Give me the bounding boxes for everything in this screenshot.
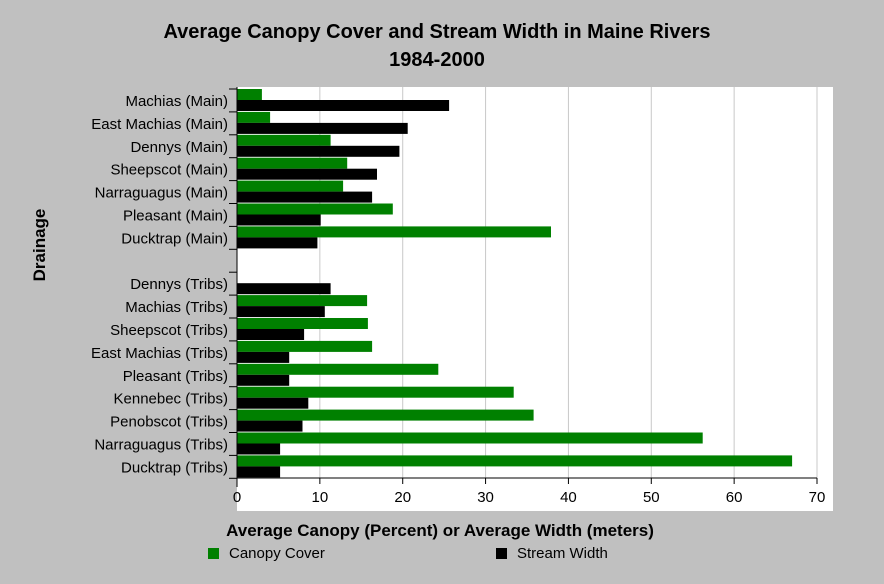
- y-tick-label: Pleasant (Tribs): [123, 368, 228, 385]
- legend-swatch-width: [496, 547, 507, 559]
- bar-stream-width: [237, 100, 450, 111]
- bar-canopy-cover: [237, 180, 344, 192]
- bar-canopy-cover: [237, 226, 551, 238]
- bar-canopy-cover: [237, 409, 534, 421]
- bar-canopy-cover: [237, 386, 514, 398]
- legend-label-width: Stream Width: [517, 544, 608, 562]
- bar-stream-width: [237, 191, 373, 203]
- bar-stream-width: [237, 351, 290, 363]
- bar-canopy-cover: [237, 363, 439, 375]
- y-tick-label: Sheepscot (Main): [110, 162, 228, 179]
- bar-stream-width: [237, 420, 303, 432]
- bar-stream-width: [237, 306, 325, 318]
- bar-stream-width: [237, 122, 408, 134]
- y-tick-label: East Machias (Main): [91, 116, 228, 133]
- bar-canopy-cover: [237, 89, 262, 100]
- bar-stream-width: [237, 237, 318, 249]
- x-tick-label: 60: [726, 489, 743, 506]
- y-tick-label: Dennys (Main): [130, 139, 228, 156]
- bar-stream-width: [237, 466, 281, 478]
- x-tick-label: 20: [394, 489, 411, 506]
- legend-item-stream-width: Stream Width: [496, 544, 608, 562]
- x-tick-label: 30: [477, 489, 494, 506]
- y-tick-label: Machias (Tribs): [125, 299, 228, 316]
- legend-item-canopy-cover: Canopy Cover: [208, 544, 325, 562]
- bar-stream-width: [237, 283, 331, 295]
- legend-label-canopy: Canopy Cover: [229, 544, 325, 562]
- bar-canopy-cover: [237, 318, 368, 329]
- bar-canopy-cover: [237, 111, 271, 123]
- bar-canopy-cover: [237, 295, 368, 307]
- x-tick-label: 50: [643, 489, 660, 506]
- bar-canopy-cover: [237, 340, 373, 352]
- bar-stream-width: [237, 397, 309, 409]
- bar-canopy-cover: [237, 134, 331, 146]
- bar-stream-width: [237, 145, 400, 157]
- y-tick-label: Ducktrap (Tribs): [121, 459, 228, 476]
- y-tick-label: Narraguagus (Main): [95, 185, 228, 202]
- x-tick-label: 10: [312, 489, 329, 506]
- bar-canopy-cover: [237, 157, 348, 169]
- bar-stream-width: [237, 443, 281, 455]
- bar-canopy-cover: [237, 455, 793, 467]
- y-tick-label: East Machias (Tribs): [91, 345, 228, 362]
- y-tick-label: Sheepscot (Tribs): [110, 322, 228, 339]
- legend-swatch-canopy: [208, 547, 219, 559]
- x-tick-label: 40: [560, 489, 577, 506]
- bar-stream-width: [237, 329, 305, 340]
- y-tick-label: Ducktrap (Main): [121, 230, 228, 247]
- x-axis-label: Average Canopy (Percent) or Average Widt…: [226, 521, 654, 540]
- chart-subtitle: 1984-2000: [389, 49, 485, 71]
- x-tick-label: 70: [809, 489, 826, 506]
- y-tick-label: Dennys (Tribs): [130, 276, 228, 293]
- x-tick-label: 0: [233, 489, 241, 506]
- bar-canopy-cover: [237, 203, 393, 215]
- y-axis-label: Drainage: [30, 208, 49, 282]
- bar-canopy-cover: [237, 432, 703, 444]
- chart-title: Average Canopy Cover and Stream Width in…: [163, 21, 711, 43]
- bar-stream-width: [237, 168, 377, 180]
- y-tick-label: Machias (Main): [125, 93, 228, 110]
- y-tick-label: Kennebec (Tribs): [114, 391, 229, 408]
- y-tick-label: Pleasant (Main): [123, 208, 228, 225]
- bar-stream-width: [237, 374, 290, 386]
- bar-stream-width: [237, 214, 321, 226]
- y-tick-label: Narraguagus (Tribs): [94, 437, 228, 454]
- y-tick-label: Penobscot (Tribs): [110, 414, 228, 431]
